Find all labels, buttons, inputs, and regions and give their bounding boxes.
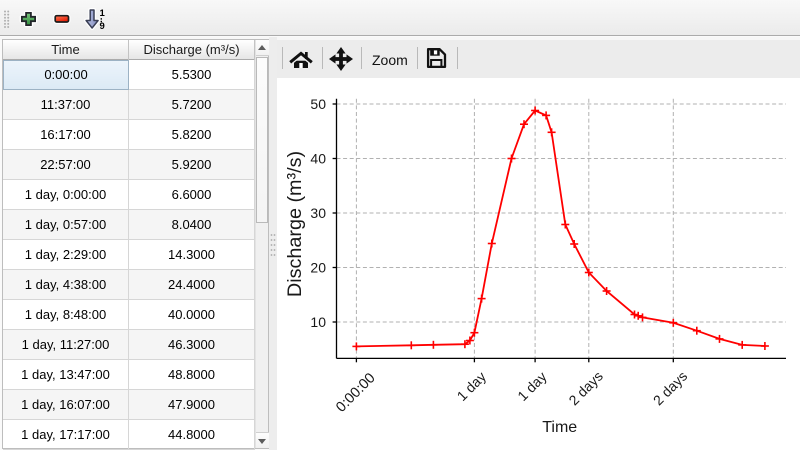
svg-text:30: 30 bbox=[310, 205, 326, 221]
svg-text:Discharge (m³/s): Discharge (m³/s) bbox=[284, 151, 306, 297]
svg-text:1 day: 1 day bbox=[514, 368, 550, 404]
svg-text:0:00:00: 0:00:00 bbox=[333, 370, 379, 416]
svg-text:1: 1 bbox=[100, 8, 106, 19]
svg-text:50: 50 bbox=[310, 96, 326, 112]
svg-text:1 day: 1 day bbox=[454, 368, 490, 404]
svg-text:20: 20 bbox=[310, 260, 326, 276]
svg-text:10: 10 bbox=[310, 314, 326, 330]
svg-text:2 days: 2 days bbox=[565, 368, 605, 408]
svg-text:Time: Time bbox=[542, 419, 577, 436]
svg-text:2 days: 2 days bbox=[650, 368, 690, 408]
svg-text:40: 40 bbox=[310, 151, 326, 167]
svg-text:9: 9 bbox=[100, 21, 105, 32]
